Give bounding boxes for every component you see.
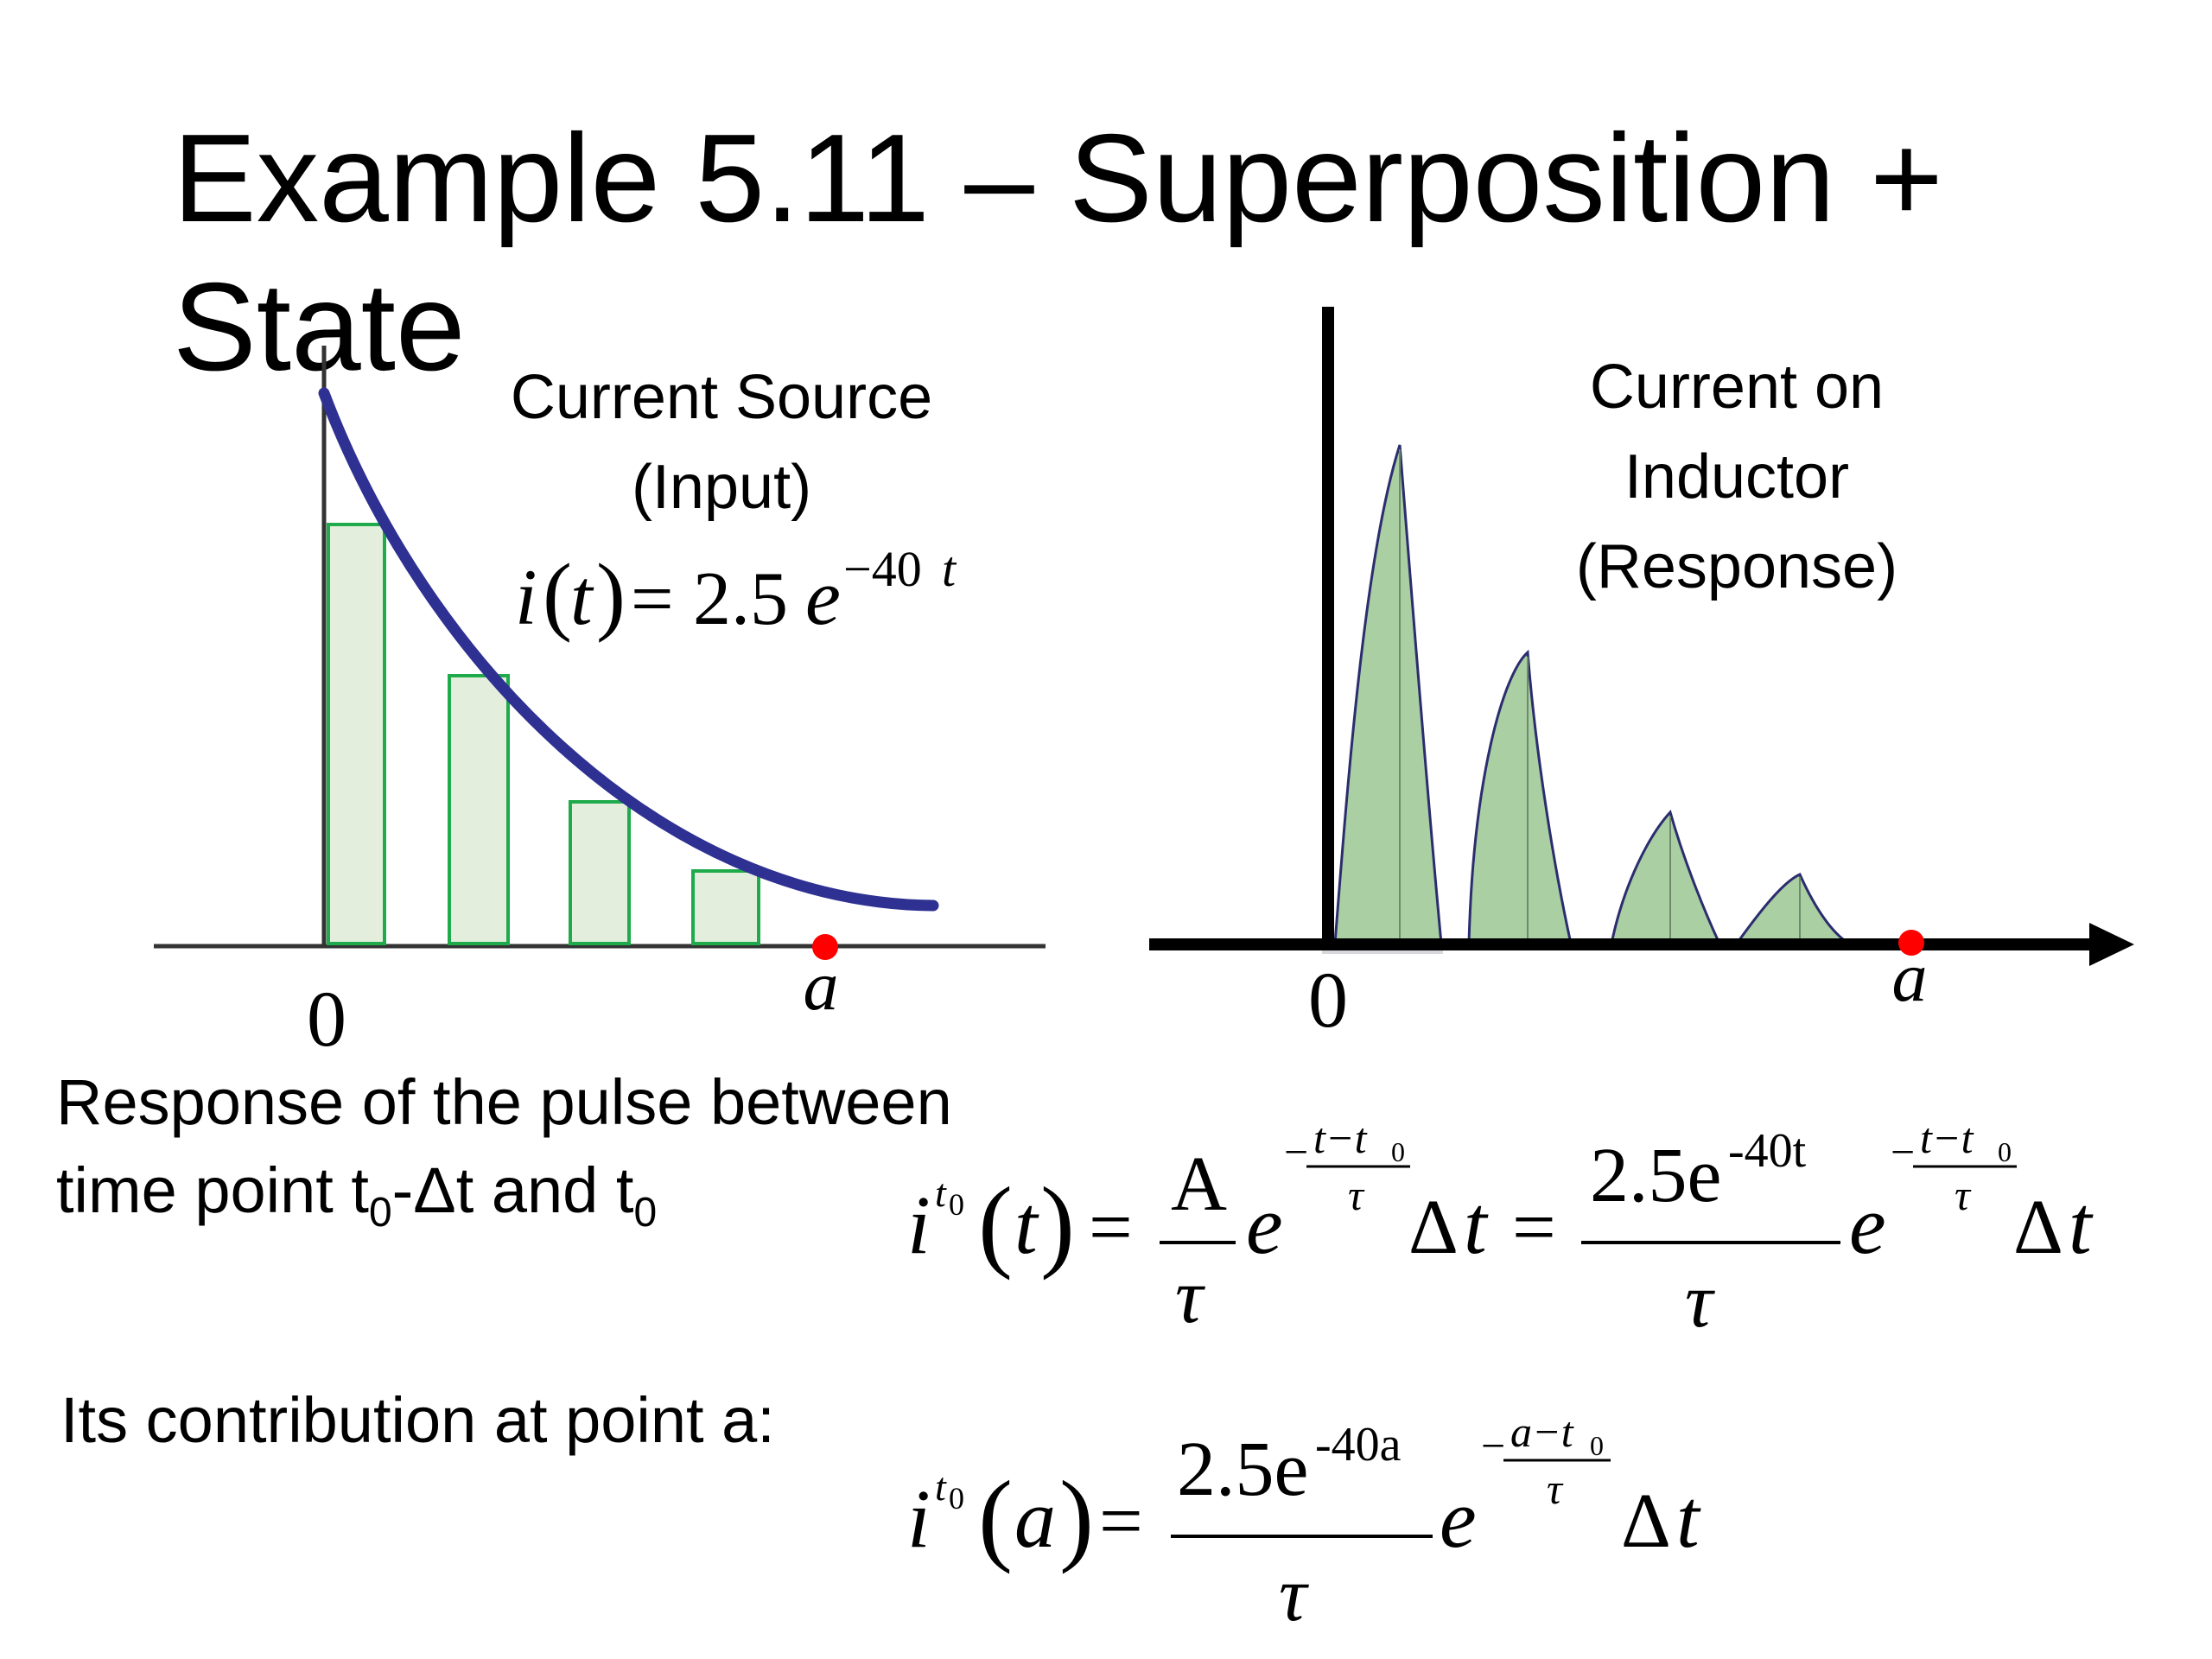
svg-text:e: e (805, 553, 841, 641)
svg-text:2.5e: 2.5e (1590, 1133, 1721, 1218)
left-point-a-label: a (804, 946, 839, 1025)
input-decay-curve (318, 387, 939, 912)
svg-text:i: i (515, 553, 537, 641)
point-a-marker (1898, 930, 1924, 956)
svg-text:0: 0 (1590, 1430, 1604, 1461)
svg-text:τ: τ (1175, 1254, 1205, 1339)
input-pulse-bar (691, 869, 760, 945)
svg-text:i: i (907, 1179, 931, 1271)
svg-text:0: 0 (949, 1481, 964, 1516)
svg-text:e: e (1849, 1179, 1886, 1271)
svg-text:t: t (570, 553, 594, 641)
right-origin-label: 0 (1308, 956, 1348, 1044)
svg-text:-40a: -40a (1315, 1418, 1402, 1471)
input-label-line1: Current Source (510, 363, 933, 432)
svg-text:2.5: 2.5 (693, 557, 788, 641)
left-origin-label: 0 (307, 975, 346, 1063)
response-pulse-3 (1610, 810, 1722, 945)
input-pulse-bar (569, 800, 631, 945)
svg-text:t−t: t−t (1920, 1114, 1974, 1162)
svg-text:0: 0 (1998, 1136, 2012, 1167)
svg-text:−40: −40 (843, 541, 922, 597)
svg-text:e: e (1246, 1179, 1283, 1271)
paren-close: ) (596, 546, 626, 644)
svg-text:τ: τ (1348, 1171, 1365, 1219)
svg-text:−: − (1481, 1421, 1505, 1470)
contribution-equation: i t 0 ( a ) = 2.5e -40a τ e − a−t 0 τ Δ … (907, 1408, 1701, 1637)
svg-text:Δ: Δ (1408, 1185, 1459, 1270)
svg-text:τ: τ (1547, 1465, 1564, 1513)
paren-close: ) (1040, 1166, 1075, 1281)
svg-text:A: A (1171, 1141, 1227, 1227)
contribution-text: Its contribution at point a: (60, 1384, 775, 1456)
svg-text:t: t (935, 1171, 947, 1215)
svg-text:e: e (1440, 1472, 1477, 1565)
svg-text:−: − (1284, 1128, 1308, 1176)
response-label-line1: Current on (1589, 353, 1885, 422)
response-line1: Response of the pulse between (56, 1066, 952, 1138)
svg-text:t−t: t−t (1313, 1114, 1368, 1162)
svg-text:=: = (1089, 1185, 1133, 1270)
svg-text:τ: τ (1685, 1258, 1715, 1344)
pulse-response-equation: i t 0 ( t ) = A τ e − t−t 0 τ Δ t = 2.5e… (907, 1114, 2094, 1344)
input-pulse-bar (327, 523, 386, 945)
svg-text:t: t (1014, 1179, 1039, 1271)
svg-text:t: t (1464, 1179, 1489, 1271)
svg-text:a−t: a−t (1510, 1408, 1574, 1456)
input-label: Current Source (Input) (475, 353, 968, 532)
x-axis-arrowhead (2089, 923, 2134, 966)
response-label-line3: (Response) (1575, 532, 1898, 601)
svg-text:=: = (1512, 1185, 1556, 1270)
svg-text:t: t (942, 541, 957, 597)
right-point-a-label: a (1892, 938, 1928, 1016)
svg-text:=: = (631, 557, 674, 641)
svg-text:t: t (1676, 1472, 1701, 1565)
input-label-line2: (Input) (631, 453, 812, 522)
paren-close: ) (1059, 1459, 1094, 1574)
point-a-marker (812, 934, 838, 960)
svg-text:t: t (2069, 1179, 2094, 1271)
svg-text:a: a (1014, 1472, 1056, 1565)
svg-text:i: i (907, 1472, 931, 1565)
svg-text:0: 0 (1391, 1136, 1405, 1167)
svg-text:-40t: -40t (1728, 1124, 1807, 1178)
response-pulse-4 (1734, 873, 1854, 945)
response-label-line2: Inductor (1624, 442, 1850, 512)
svg-text:τ: τ (1279, 1552, 1309, 1637)
svg-text:0: 0 (949, 1187, 964, 1222)
response-line2: time point t0-Δt and t0 (56, 1154, 658, 1236)
svg-text:2.5e: 2.5e (1177, 1427, 1308, 1512)
slide-title: Example 5.11 – Superposition + State (173, 108, 1943, 397)
svg-text:t: t (935, 1465, 947, 1509)
response-pulse-2 (1467, 649, 1573, 945)
paren-open: ( (978, 1459, 1013, 1574)
paren-open: ( (543, 546, 572, 644)
svg-text:Δ: Δ (1621, 1478, 1671, 1564)
response-label: Current on Inductor (Response) (1512, 342, 1961, 612)
response-pulse-1 (1333, 444, 1443, 945)
svg-text:τ: τ (1955, 1171, 1972, 1219)
input-pulse-bar (448, 674, 510, 945)
svg-text:−: − (1891, 1128, 1915, 1176)
input-formula: i ( t ) = 2.5 e −40 t (515, 541, 957, 644)
response-description: Response of the pulse between time point… (56, 1058, 1093, 1257)
paren-open: ( (978, 1166, 1013, 1281)
svg-text:Δ: Δ (2013, 1185, 2063, 1270)
svg-text:=: = (1099, 1478, 1143, 1564)
